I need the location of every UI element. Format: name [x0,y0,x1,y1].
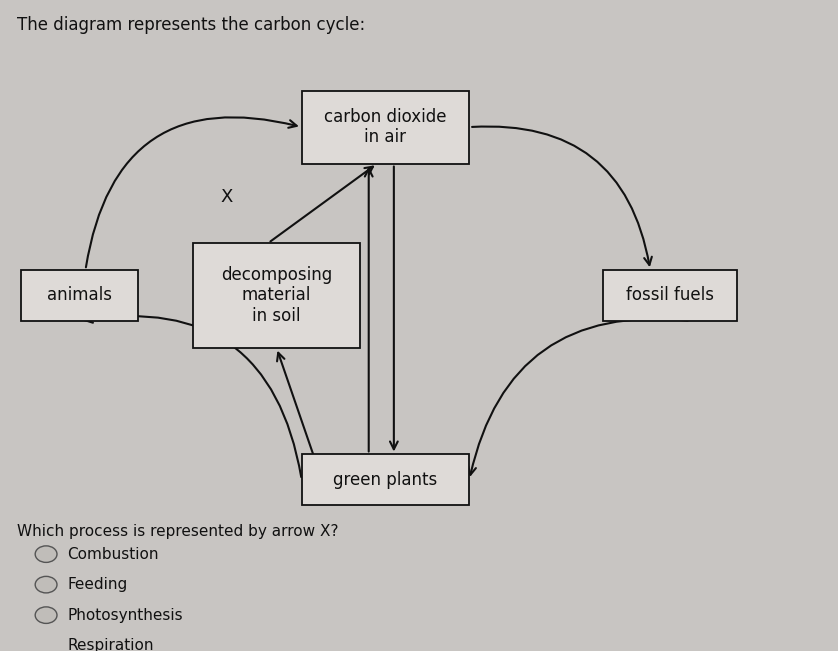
Text: decomposing
material
in soil: decomposing material in soil [221,266,332,326]
Text: The diagram represents the carbon cycle:: The diagram represents the carbon cycle: [17,16,365,34]
Text: fossil fuels: fossil fuels [626,286,715,305]
Text: Respiration: Respiration [67,638,153,651]
Circle shape [35,546,57,562]
Circle shape [35,607,57,624]
Text: green plants: green plants [334,471,437,489]
FancyBboxPatch shape [302,90,469,163]
Text: X: X [220,188,232,206]
Text: Photosynthesis: Photosynthesis [67,607,183,622]
FancyBboxPatch shape [603,270,737,321]
Text: Feeding: Feeding [67,577,127,592]
Text: Which process is represented by arrow X?: Which process is represented by arrow X? [17,524,339,539]
FancyBboxPatch shape [21,270,138,321]
Circle shape [35,637,57,651]
Text: animals: animals [47,286,112,305]
FancyBboxPatch shape [193,243,360,348]
Text: Combustion: Combustion [67,547,158,562]
FancyBboxPatch shape [302,454,469,505]
Circle shape [35,576,57,593]
Text: carbon dioxide
in air: carbon dioxide in air [324,107,447,146]
